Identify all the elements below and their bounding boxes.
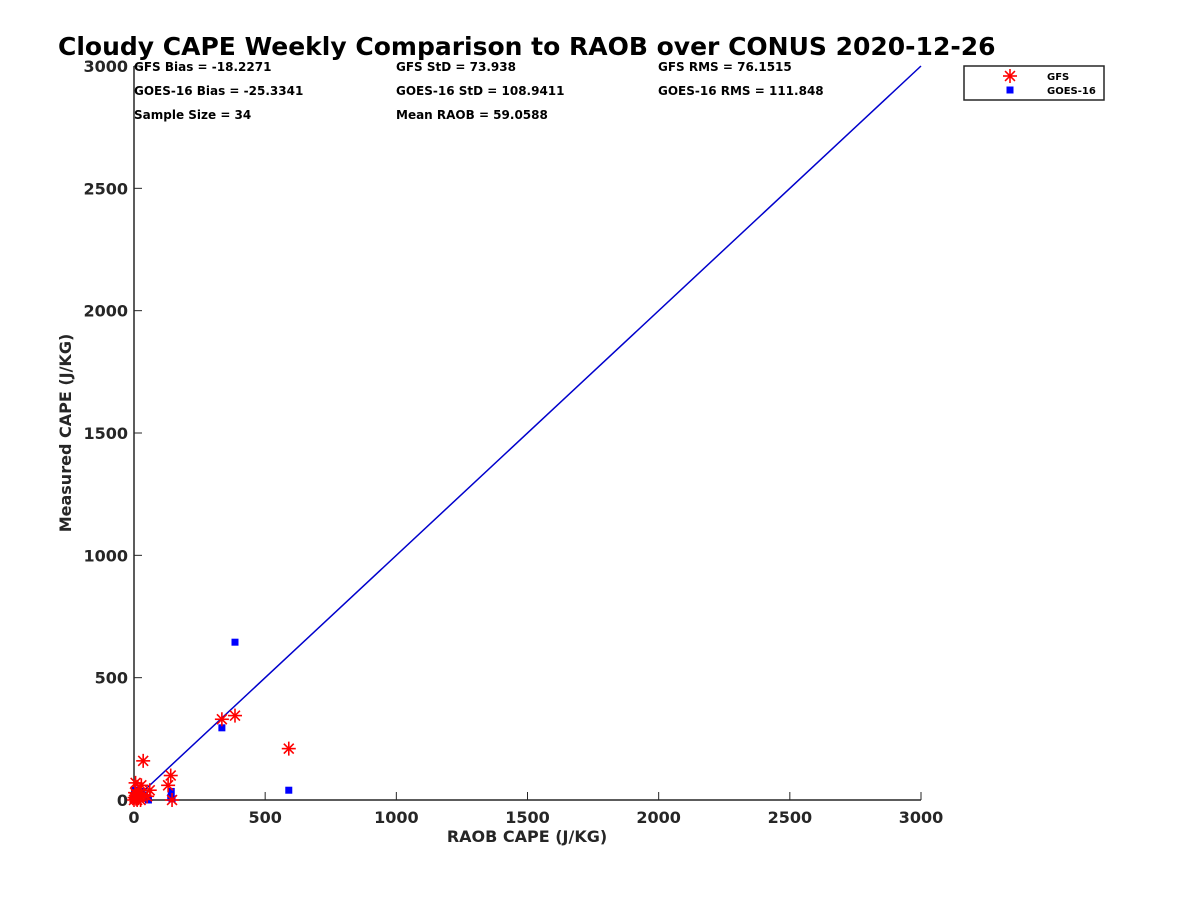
y-tick-label: 2500 [83, 179, 128, 198]
stat-text: GFS StD = 73.938 [396, 60, 516, 74]
gfs-point [163, 768, 178, 783]
legend-goes16-label: GOES-16 [1047, 86, 1096, 97]
stat-text: Mean RAOB = 59.0588 [396, 108, 548, 122]
legend-gfs-label: GFS [1047, 72, 1069, 83]
reference-line [133, 65, 922, 801]
goes16-point [218, 724, 226, 732]
stat-text: GOES-16 RMS = 111.848 [658, 84, 824, 98]
y-tick-label: 0 [117, 791, 128, 810]
y-axis-ticks: 0 500 1000 1500 2000 2500 3000 [83, 57, 142, 810]
goes16-point [231, 638, 239, 646]
chart-title: Cloudy CAPE Weekly Comparison to RAOB ov… [58, 32, 996, 61]
stat-text: GFS RMS = 76.1515 [658, 60, 792, 74]
gfs-point [142, 783, 157, 798]
gfs-point [128, 775, 143, 790]
x-tick-label: 1000 [374, 808, 419, 827]
legend-gfs-marker [1003, 69, 1017, 83]
y-tick-label: 3000 [83, 57, 128, 76]
gfs-point [165, 793, 180, 807]
y-tick-label: 2000 [83, 302, 128, 321]
x-axis-label: RAOB CAPE (J/KG) [447, 827, 607, 846]
x-tick-label: 500 [248, 808, 281, 827]
x-tick-label: 2000 [636, 808, 681, 827]
y-axis-label: Measured CAPE (J/KG) [56, 334, 75, 533]
y-tick-label: 1000 [83, 546, 128, 565]
legend: GFS GOES-16 [963, 65, 1105, 101]
stat-text: Sample Size = 34 [134, 108, 251, 122]
gfs-point [214, 712, 229, 727]
goes16-point [285, 786, 293, 794]
legend-box [963, 65, 1105, 101]
y-tick-label: 500 [95, 669, 128, 688]
one-to-one-line [133, 65, 922, 801]
legend-goes16-marker [1006, 86, 1014, 94]
x-tick-label: 2500 [768, 808, 813, 827]
y-tick-label: 1500 [83, 424, 128, 443]
x-axis-ticks: 0 500 1000 1500 2000 2500 3000 [128, 792, 943, 827]
stat-text: GOES-16 Bias = -25.3341 [134, 84, 303, 98]
x-tick-label: 1500 [505, 808, 550, 827]
data-points [127, 638, 296, 807]
x-tick-label: 0 [128, 808, 139, 827]
gfs-point [161, 778, 176, 793]
goes16-point [167, 787, 175, 795]
gfs-point [281, 741, 296, 756]
gfs-point [136, 753, 151, 768]
stat-text: GFS Bias = -18.2271 [134, 60, 271, 74]
stats-annotations: GFS Bias = -18.2271 GOES-16 Bias = -25.33… [134, 60, 824, 122]
gfs-point [227, 708, 242, 723]
stat-text: GOES-16 StD = 108.9411 [396, 84, 565, 98]
x-tick-label: 3000 [899, 808, 944, 827]
